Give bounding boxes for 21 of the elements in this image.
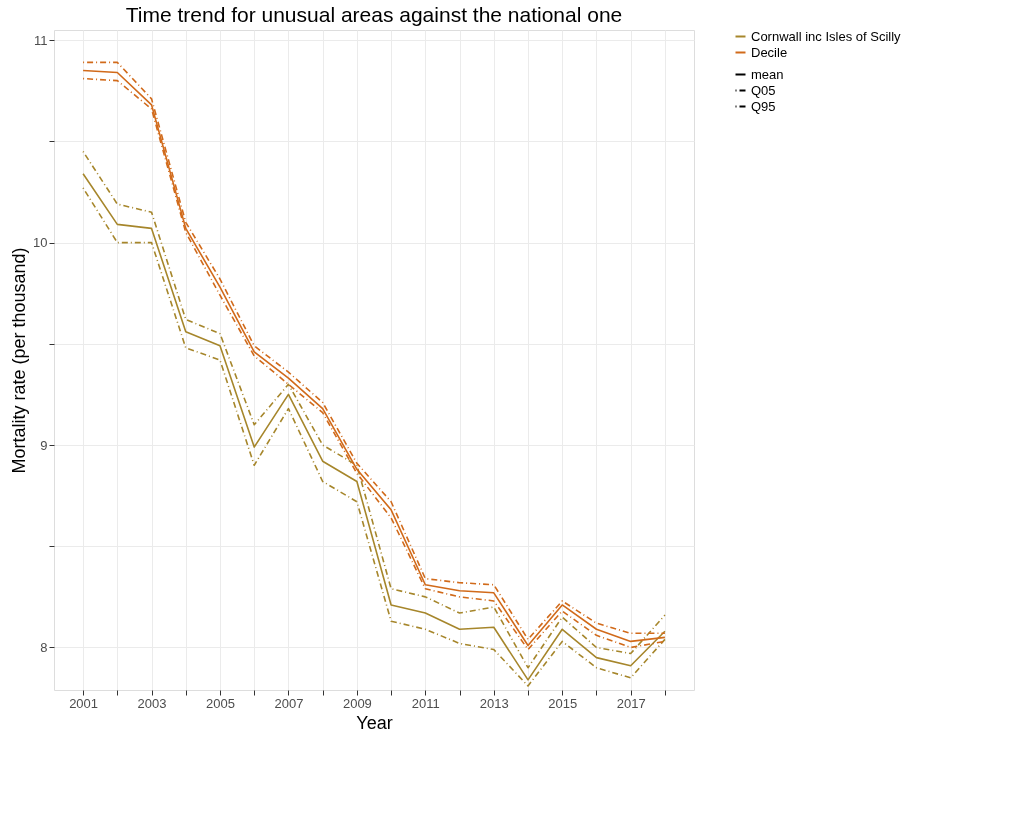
legend-label: Cornwall inc Isles of Scilly (751, 28, 902, 44)
y-tick-label: 8 (40, 639, 48, 655)
chart-title: Time trend for unusual areas against the national one (125, 3, 623, 26)
x-tick-label: 2011 (411, 695, 440, 711)
y-axis-title: Mortality rate (per thousand) (9, 247, 30, 474)
text: Q05 (751, 82, 776, 98)
x-tick-label: 2007 (274, 695, 304, 711)
text: Q95 (751, 98, 776, 114)
x-tick-label: 2013 (479, 695, 509, 711)
y-tick-label: 9 (40, 437, 48, 453)
x-tick-label: 2003 (137, 695, 167, 711)
x-tick-label: 2017 (616, 695, 646, 711)
text: mean (751, 66, 784, 82)
x-tick-label: 2015 (548, 695, 578, 711)
y-tick-label: 10 (33, 235, 48, 251)
x-tick-label: 2009 (342, 695, 372, 711)
x-axis-title: Year (356, 712, 393, 733)
x-tick-label: 2005 (206, 695, 235, 711)
legend-label: Decile (751, 44, 788, 60)
y-tick-label: 11 (34, 32, 48, 48)
x-tick-label: 2001 (69, 695, 99, 711)
